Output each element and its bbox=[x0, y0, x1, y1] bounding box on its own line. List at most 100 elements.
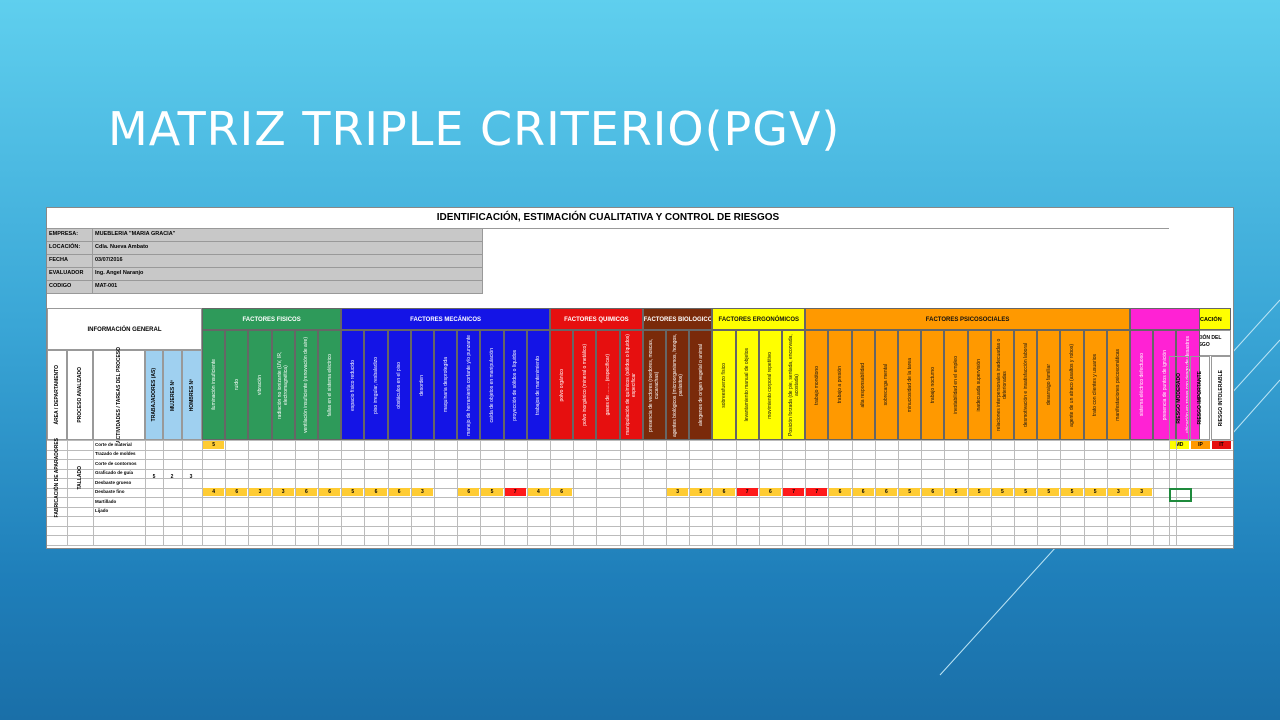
factor-column-label: radiación no ionizante (UV, IR, electrom… bbox=[277, 351, 290, 419]
risk-value-cell: 5 bbox=[991, 488, 1013, 497]
selected-cell[interactable] bbox=[1169, 487, 1192, 502]
factor-column-header: sobreesfuerzo físico bbox=[712, 330, 736, 440]
risk-value-cell: 5 bbox=[1084, 488, 1106, 497]
qualification-column-header: RIESGO MODERADO bbox=[1169, 356, 1189, 440]
factor-column-label: caída de objetos en manipulación bbox=[488, 347, 495, 423]
risk-value-cell: 5 bbox=[1038, 488, 1060, 497]
grid-line bbox=[47, 544, 1233, 546]
grid-line bbox=[248, 440, 250, 545]
grid-line bbox=[1014, 440, 1015, 545]
info-label: LOCACIÓN: bbox=[47, 242, 93, 254]
factor-column-label: levantamiento manual de objetos bbox=[744, 348, 751, 422]
risk-value-cell bbox=[597, 488, 618, 496]
grid-line bbox=[782, 440, 783, 545]
grid-line bbox=[225, 440, 227, 545]
factor-column-label: sobrecarga mental bbox=[883, 364, 890, 406]
factor-column-header: gases de ........ (especificar) bbox=[596, 330, 620, 440]
risk-value-cell bbox=[435, 488, 456, 496]
qualification-value: IP bbox=[1191, 441, 1210, 449]
risk-value-cell: 6 bbox=[713, 488, 735, 497]
process-text: TALLADO bbox=[77, 466, 83, 490]
grid-line bbox=[550, 440, 551, 545]
factor-column-label: presencia de puntos de ignición bbox=[1161, 349, 1168, 421]
factor-group-header bbox=[1130, 308, 1200, 330]
factor-group-header: FACTORES ERGONÓMICOS bbox=[712, 308, 806, 330]
factor-column-header: trabajo a presión bbox=[828, 330, 852, 440]
risk-value-cell: 3 bbox=[411, 488, 433, 497]
qualification-column-label: RIESGO IMPORTANTE bbox=[1197, 371, 1203, 425]
general-column-label: PROCESO ANALIZADO bbox=[77, 367, 83, 423]
risk-value-cell: 4 bbox=[203, 488, 225, 497]
factor-column-label: agentes biológicos (microorganismos, hon… bbox=[671, 333, 684, 437]
risk-value-cell: 5 bbox=[1061, 488, 1083, 497]
sheet-title: IDENTIFICACIÓN, ESTIMACIÓN CUALITATIVA Y… bbox=[47, 208, 1169, 229]
factor-column-header: alta responsabilidad bbox=[851, 330, 875, 440]
grid-line bbox=[47, 449, 1233, 451]
factor-column-label: presencia de vectores (roedores, moscas,… bbox=[648, 338, 661, 432]
factor-column-label: manipulación de químicos (sólidos o líqu… bbox=[625, 334, 638, 436]
info-value: Ing. Angel Naranjo bbox=[93, 268, 483, 280]
factor-group-header: FACTORES PSICOSOCIALES bbox=[805, 308, 1130, 330]
factor-column-header: minuciosidad de la tarea bbox=[898, 330, 922, 440]
risk-value-cell: 5 bbox=[342, 488, 364, 497]
risk-value-cell: 3 bbox=[1107, 488, 1129, 497]
factor-column-label: trabajos de mantenimiento bbox=[535, 355, 542, 415]
qualification-column-header: RIESGO IMPORTANTE bbox=[1190, 356, 1210, 440]
general-column-label: ACTIVIDADES / TAREAS DEL PROCESO bbox=[116, 347, 122, 443]
qualification-column-label: RIESGO MODERADO bbox=[1176, 372, 1182, 424]
general-info-header: INFORMACIÓN GENERAL bbox=[47, 308, 202, 350]
grid-line bbox=[642, 440, 644, 545]
general-column-header: ACTIVIDADES / TAREAS DEL PROCESO bbox=[93, 347, 145, 443]
factor-column-header: desarraigo familiar bbox=[1037, 330, 1061, 440]
grid-line bbox=[47, 459, 1233, 460]
grid-line bbox=[457, 440, 459, 545]
factor-column-header: manipulación de químicos (sólidos o líqu… bbox=[619, 330, 643, 440]
risk-matrix-sheet: IDENTIFICACIÓN, ESTIMACIÓN CUALITATIVA Y… bbox=[46, 207, 1234, 549]
grid-line bbox=[47, 506, 1233, 508]
factor-column-header: manejo de herramienta cortante y/o punza… bbox=[457, 330, 481, 440]
grid-line bbox=[145, 440, 146, 545]
activity-row-label: Corte de material bbox=[95, 441, 132, 447]
factor-column-header: espacio físico reducido bbox=[341, 330, 365, 440]
general-column-header: TRABAJADORES (AS) bbox=[145, 350, 163, 440]
factor-column-header: presencia de puntos de ignición bbox=[1153, 330, 1177, 440]
grid-line bbox=[828, 440, 830, 545]
general-column-header: MUJERES Nº bbox=[163, 350, 182, 440]
general-column-header: PROCESO ANALIZADO bbox=[67, 350, 93, 440]
factor-column-label: alergenos de origen vegetal o animal bbox=[697, 344, 704, 426]
grid-line bbox=[1130, 440, 1131, 545]
factor-column-header: obstáculos en el piso bbox=[387, 330, 411, 440]
grid-line bbox=[619, 440, 621, 545]
worker-count: 3 bbox=[189, 474, 193, 481]
risk-value-cell: 4 bbox=[527, 488, 549, 497]
grid-line bbox=[1083, 440, 1085, 545]
factor-column-label: alta responsabilidad bbox=[860, 362, 867, 408]
risk-value-cell: 6 bbox=[551, 488, 573, 497]
factor-column-header: fallas en el sistema eléctrico bbox=[318, 330, 342, 440]
qualification-column-header: RIESGO INTOLERABLE bbox=[1211, 356, 1231, 440]
grid-line bbox=[47, 468, 1233, 470]
grid-line bbox=[1060, 440, 1062, 545]
factor-column-label: manejo de herramienta cortante y/o punza… bbox=[465, 334, 472, 436]
general-column-header: HOMBRES Nº bbox=[182, 350, 202, 440]
grid-line bbox=[47, 525, 1233, 527]
grid-line bbox=[480, 440, 482, 545]
risk-value-cell: 3 bbox=[1131, 488, 1153, 497]
activity-row-label: Lijado bbox=[95, 508, 109, 513]
factor-column-label: inestabilidad en el empleo bbox=[952, 356, 959, 414]
grid-line bbox=[596, 440, 598, 545]
grid-line bbox=[1037, 440, 1039, 545]
grid-line bbox=[944, 440, 946, 545]
grid-line bbox=[1153, 440, 1155, 545]
factor-column-header: inestabilidad en el empleo bbox=[944, 330, 968, 440]
grid-line bbox=[805, 440, 807, 545]
grid-line bbox=[67, 440, 68, 545]
factor-column-header: maquinaria desprotegida bbox=[434, 330, 458, 440]
factor-column-label: ruido bbox=[233, 379, 240, 391]
factor-column-header: Posición forzada (de pie, sentada, encor… bbox=[782, 330, 806, 440]
slide-title: MATRIZ TRIPLE CRITERIO(PGV) bbox=[108, 102, 841, 156]
grid-line bbox=[990, 440, 992, 545]
risk-value-cell: 3 bbox=[272, 488, 294, 497]
grid-line bbox=[735, 440, 737, 545]
factor-column-label: desmotivación e insatisfacción laboral bbox=[1022, 343, 1029, 427]
